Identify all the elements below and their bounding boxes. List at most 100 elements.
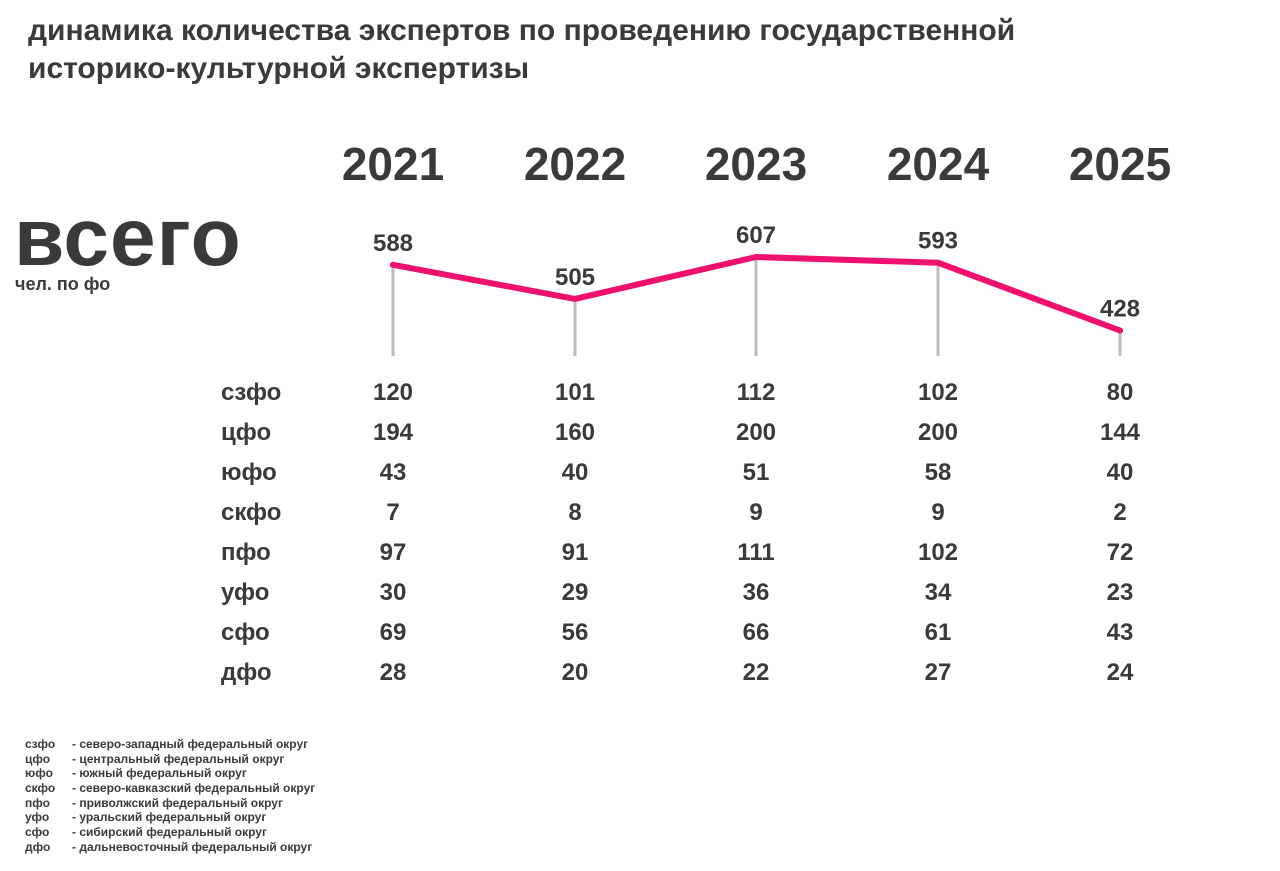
table-cell: 7: [386, 499, 400, 526]
table-row: сфо 69 56 66 61 43: [0, 618, 1280, 658]
district-name: уфо: [221, 579, 270, 606]
table-cell: 97: [379, 539, 407, 566]
table-row: цфо 194 160 200 200 144: [0, 418, 1280, 458]
total-label: всего: [14, 192, 242, 283]
legend-abbr: сфо: [25, 825, 50, 840]
table-cell: 111: [737, 539, 775, 566]
value-label-2023: 607: [736, 222, 776, 249]
table-cell: 9: [749, 499, 763, 526]
legend-abbr: юфо: [25, 766, 53, 781]
table-cell: 43: [1106, 619, 1134, 646]
legend-text: - северо-кавказский федеральный округ: [72, 781, 316, 796]
table-cell: 40: [561, 459, 589, 486]
legend-item: юфо - южный федеральный округ: [25, 766, 315, 781]
district-name: юфо: [221, 459, 277, 486]
legend-abbr: скфо: [25, 781, 56, 796]
table-cell: 23: [1106, 579, 1134, 606]
table-cell: 58: [924, 459, 952, 486]
table-cell: 80: [1106, 379, 1134, 406]
year-label-2022: 2022: [524, 138, 626, 190]
legend-item: сзфо - северо-западный федеральный округ: [25, 737, 315, 752]
table-cell: 120: [372, 379, 414, 406]
table-cell: 36: [742, 579, 770, 606]
district-name: дфо: [221, 659, 272, 686]
table-cell: 2: [1113, 499, 1127, 526]
year-label-2025: 2025: [1069, 138, 1171, 190]
point-2025: [1117, 327, 1123, 334]
legend-item: цфо - центральный федеральный округ: [25, 752, 315, 767]
chart-title-line-2: историко-культурной экспертизы: [28, 52, 530, 85]
value-label-2024: 593: [918, 228, 958, 255]
table-row: пфо 97 91 111 102 72: [0, 538, 1280, 578]
table-cell: 24: [1106, 659, 1134, 686]
value-label-2025: 428: [1100, 296, 1140, 323]
table-row: юфо 43 40 51 58 40: [0, 458, 1280, 498]
table-cell: 20: [561, 659, 589, 686]
legend-text: - северо-западный федеральный округ: [72, 737, 309, 751]
table-cell: 160: [554, 419, 596, 446]
table-cell: 28: [379, 659, 407, 686]
table-cell: 194: [372, 419, 414, 446]
table-cell: 61: [924, 619, 952, 646]
legend-text: - центральный федеральный округ: [72, 751, 285, 766]
table-cell: 29: [561, 579, 589, 606]
legend-item: скфо - северо-кавказский федеральный окру…: [25, 781, 315, 796]
legend-abbr: цфо: [25, 751, 51, 766]
table-cell: 91: [561, 539, 589, 566]
table-cell: 69: [379, 619, 407, 646]
table-row: дфо 28 20 22 27 24: [0, 658, 1280, 698]
table-cell: 102: [917, 379, 959, 406]
point-2023: [753, 254, 759, 260]
table-cell: 66: [742, 619, 770, 646]
legend-item: пфо - приволжский федеральный округ: [25, 796, 315, 811]
legend-text: - дальневосточный федеральный округ: [72, 839, 313, 854]
chart-title-line-1: динамика количества экспертов по проведе…: [28, 14, 1016, 47]
table-row: уфо 30 29 36 34 23: [0, 578, 1280, 618]
table-cell: 27: [924, 659, 952, 686]
table-cell: 8: [568, 499, 582, 526]
legend-item: дфо - дальневосточный федеральный округ: [25, 840, 315, 855]
district-name: цфо: [221, 419, 272, 446]
district-name: скфо: [221, 499, 282, 526]
table-cell: 102: [917, 539, 959, 566]
table-cell: 200: [735, 419, 777, 446]
district-name: пфо: [221, 539, 271, 566]
year-label-2024: 2024: [887, 138, 990, 190]
value-label-2021: 588: [373, 230, 413, 257]
legend-text: - южный федеральный округ: [72, 766, 247, 781]
table-cell: 43: [379, 459, 407, 486]
value-label-2022: 505: [555, 264, 595, 291]
legend-abbr: сзфо: [25, 737, 56, 751]
point-2021: [390, 261, 396, 268]
point-2024: [935, 259, 941, 266]
table-cell: 56: [561, 619, 589, 646]
table-row: скфо 7 8 9 9 2: [0, 498, 1280, 538]
table-cell: 40: [1106, 459, 1134, 486]
year-label-2023: 2023: [705, 138, 807, 190]
legend-text: - приволжский федеральный округ: [72, 795, 283, 810]
legend-text: - уральский федеральный округ: [72, 810, 267, 825]
table-cell: 9: [931, 499, 945, 526]
legend-text: - сибирский федеральный округ: [72, 825, 267, 840]
table-cell: 112: [736, 379, 776, 406]
legend-abbr: дфо: [25, 839, 51, 854]
year-label-2021: 2021: [342, 138, 444, 190]
legend-abbr: пфо: [25, 795, 50, 810]
table-cell: 22: [742, 659, 770, 686]
legend-item: сфо - сибирский федеральный округ: [25, 825, 315, 840]
unit-label: чел. по фо: [15, 274, 111, 294]
legend-abbr: уфо: [25, 810, 50, 825]
table-row: сзфо 120 101 112 102 80: [0, 378, 1280, 418]
table-cell: 34: [924, 579, 952, 606]
table-cell: 51: [742, 459, 770, 486]
table-cell: 200: [917, 419, 959, 446]
district-name: сзфо: [221, 379, 282, 406]
table-cell: 72: [1106, 539, 1134, 566]
table-cell: 144: [1099, 419, 1141, 446]
legend-item: уфо - уральский федеральный округ: [25, 810, 315, 825]
district-legend: сзфо - северо-западный федеральный округ ц…: [25, 737, 315, 855]
chart-title: динамика количества экспертов по проведе…: [28, 12, 1268, 88]
table-cell: 30: [379, 579, 407, 606]
point-2022: [572, 295, 578, 302]
